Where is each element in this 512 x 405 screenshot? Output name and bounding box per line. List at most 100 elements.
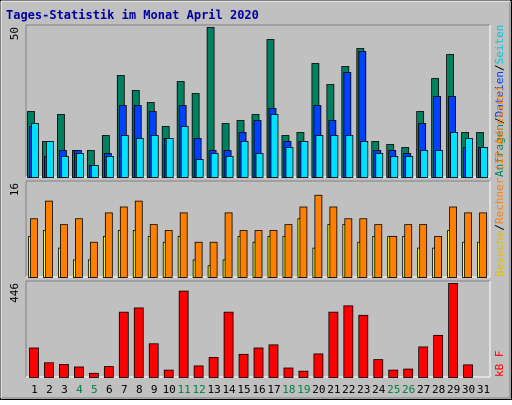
x-tick-label-day-28: 28 bbox=[432, 383, 445, 396]
bar-seiten-day-6 bbox=[105, 156, 114, 178]
bar-kbytes-day-11 bbox=[178, 290, 189, 378]
bar-rechner-day-15 bbox=[239, 230, 248, 278]
bar-rechner-day-9 bbox=[149, 224, 158, 278]
y-max-label-panel-1: 50 bbox=[8, 27, 21, 40]
x-tick-label-day-22: 22 bbox=[342, 383, 355, 396]
x-tick-label-day-25: 25 bbox=[387, 383, 400, 396]
bar-kbytes-day-15 bbox=[238, 353, 249, 378]
bar-seiten-day-5 bbox=[90, 165, 99, 178]
x-tick-label-day-31: 31 bbox=[477, 383, 490, 396]
bar-seiten-day-30 bbox=[465, 138, 473, 178]
bar-rechner-day-4 bbox=[75, 218, 83, 278]
bar-rechner-day-12 bbox=[194, 241, 203, 278]
bar-rechner-day-1 bbox=[30, 218, 38, 278]
bar-kbytes-day-24 bbox=[373, 359, 384, 378]
x-tick-label-day-18: 18 bbox=[282, 383, 295, 396]
bar-seiten-day-21 bbox=[330, 135, 339, 178]
bar-kbytes-day-6 bbox=[103, 366, 114, 378]
bar-seiten-day-14 bbox=[225, 156, 234, 178]
x-tick-label-day-10: 10 bbox=[163, 383, 176, 396]
bar-rechner-day-18 bbox=[284, 224, 293, 278]
bar-kbytes-day-23 bbox=[358, 314, 369, 378]
bar-rechner-day-31 bbox=[479, 212, 487, 278]
bar-seiten-day-11 bbox=[180, 126, 189, 178]
x-tick-label-day-5: 5 bbox=[91, 383, 98, 396]
bar-seiten-day-27 bbox=[420, 150, 429, 178]
bar-seiten-day-23 bbox=[360, 141, 369, 178]
x-tick-label-day-17: 17 bbox=[267, 383, 280, 396]
x-tick-label-day-13: 13 bbox=[207, 383, 220, 396]
bar-rechner-day-16 bbox=[254, 230, 263, 278]
bar-kbytes-day-2 bbox=[44, 362, 54, 378]
bar-rechner-day-19 bbox=[299, 206, 308, 278]
legend-anfragen-dateien-seiten: Anfragen/Dateien/Seiten bbox=[493, 25, 506, 177]
bar-rechner-day-6 bbox=[104, 212, 113, 278]
x-tick-label-day-7: 7 bbox=[121, 383, 128, 396]
x-tick-label-day-23: 23 bbox=[357, 383, 370, 396]
legend-anfragen-dateien-seiten-part-3: Dateien bbox=[493, 71, 506, 117]
bar-seiten-day-2 bbox=[46, 141, 54, 178]
bar-kbytes-day-10 bbox=[163, 369, 174, 378]
x-tick-label-day-27: 27 bbox=[417, 383, 430, 396]
bar-kbytes-day-4 bbox=[74, 366, 84, 378]
bar-seiten-day-13 bbox=[210, 153, 219, 178]
bar-rechner-day-25 bbox=[389, 235, 398, 278]
x-tick-label-day-29: 29 bbox=[447, 383, 460, 396]
bar-seiten-day-17 bbox=[270, 114, 279, 178]
bar-seiten-day-18 bbox=[285, 147, 294, 178]
y-max-label-panel-2: 16 bbox=[8, 183, 21, 196]
x-tick-label-day-21: 21 bbox=[327, 383, 340, 396]
bar-kbytes-day-12 bbox=[193, 365, 204, 378]
bar-seiten-day-28 bbox=[435, 150, 444, 178]
bar-seiten-day-7 bbox=[120, 135, 129, 178]
x-tick-label-day-14: 14 bbox=[222, 383, 236, 396]
chart-title: Tages-Statistik im Monat April 2020 bbox=[6, 8, 259, 22]
bar-rechner-day-14 bbox=[224, 212, 233, 278]
legend-anfragen-dateien-seiten-part-2: / bbox=[493, 117, 506, 124]
bar-rechner-day-20 bbox=[314, 194, 323, 278]
bar-rechner-day-5 bbox=[89, 241, 98, 278]
x-tick-label-day-9: 9 bbox=[151, 383, 158, 396]
bar-rechner-day-10 bbox=[164, 230, 173, 278]
bar-seiten-day-22 bbox=[345, 135, 354, 178]
bar-kbytes-day-17 bbox=[268, 344, 279, 378]
bar-seiten-day-9 bbox=[150, 135, 159, 178]
bar-seiten-day-4 bbox=[76, 153, 84, 178]
x-tick-label-day-2: 2 bbox=[46, 383, 53, 396]
x-tick-label-day-4: 4 bbox=[76, 383, 83, 396]
x-tick-label-day-8: 8 bbox=[136, 383, 143, 396]
y-max-label-panel-3: 446 bbox=[8, 283, 21, 303]
bar-kbytes-day-8 bbox=[133, 307, 144, 378]
bar-rechner-day-27 bbox=[419, 224, 428, 278]
bar-rechner-day-24 bbox=[374, 224, 383, 278]
bar-kbytes-day-3 bbox=[59, 364, 69, 378]
x-tick-label-day-26: 26 bbox=[402, 383, 415, 396]
x-tick-label-day-11: 11 bbox=[178, 383, 191, 396]
bar-seiten-day-16 bbox=[255, 153, 264, 178]
bar-rechner-day-13 bbox=[209, 241, 218, 278]
legend-kbytes: kB F bbox=[493, 351, 506, 378]
bar-rechner-day-11 bbox=[179, 212, 188, 278]
legend-besuche-rechner: Besuche/Rechner (IP-Adressen) bbox=[493, 85, 506, 277]
bar-rechner-day-28 bbox=[434, 235, 443, 278]
bar-kbytes-day-14 bbox=[223, 311, 234, 378]
legend-anfragen-dateien-seiten-part-1: Anfragen bbox=[493, 124, 506, 177]
x-tick-label-day-30: 30 bbox=[462, 383, 475, 396]
x-tick-label-day-24: 24 bbox=[372, 383, 386, 396]
bar-kbytes-day-7 bbox=[118, 311, 129, 378]
bar-kbytes-day-21 bbox=[328, 311, 339, 378]
x-tick-label-day-12: 12 bbox=[193, 383, 206, 396]
bar-seiten-day-25 bbox=[390, 156, 399, 178]
bar-seiten-day-20 bbox=[315, 135, 324, 178]
bar-kbytes-day-28 bbox=[433, 334, 444, 378]
bar-seiten-day-29 bbox=[450, 132, 458, 178]
legend-besuche-rechner-part-3: Rechner (IP-Adressen) bbox=[493, 85, 506, 224]
legend-anfragen-dateien-seiten-part-4: / bbox=[493, 64, 506, 71]
bar-rechner-day-29 bbox=[449, 206, 457, 278]
bar-kbytes-day-5 bbox=[88, 372, 99, 378]
bar-kbytes-day-26 bbox=[403, 368, 414, 378]
bar-seiten-day-10 bbox=[165, 138, 174, 178]
bar-rechner-day-3 bbox=[60, 224, 68, 278]
bar-rechner-day-2 bbox=[45, 200, 53, 278]
